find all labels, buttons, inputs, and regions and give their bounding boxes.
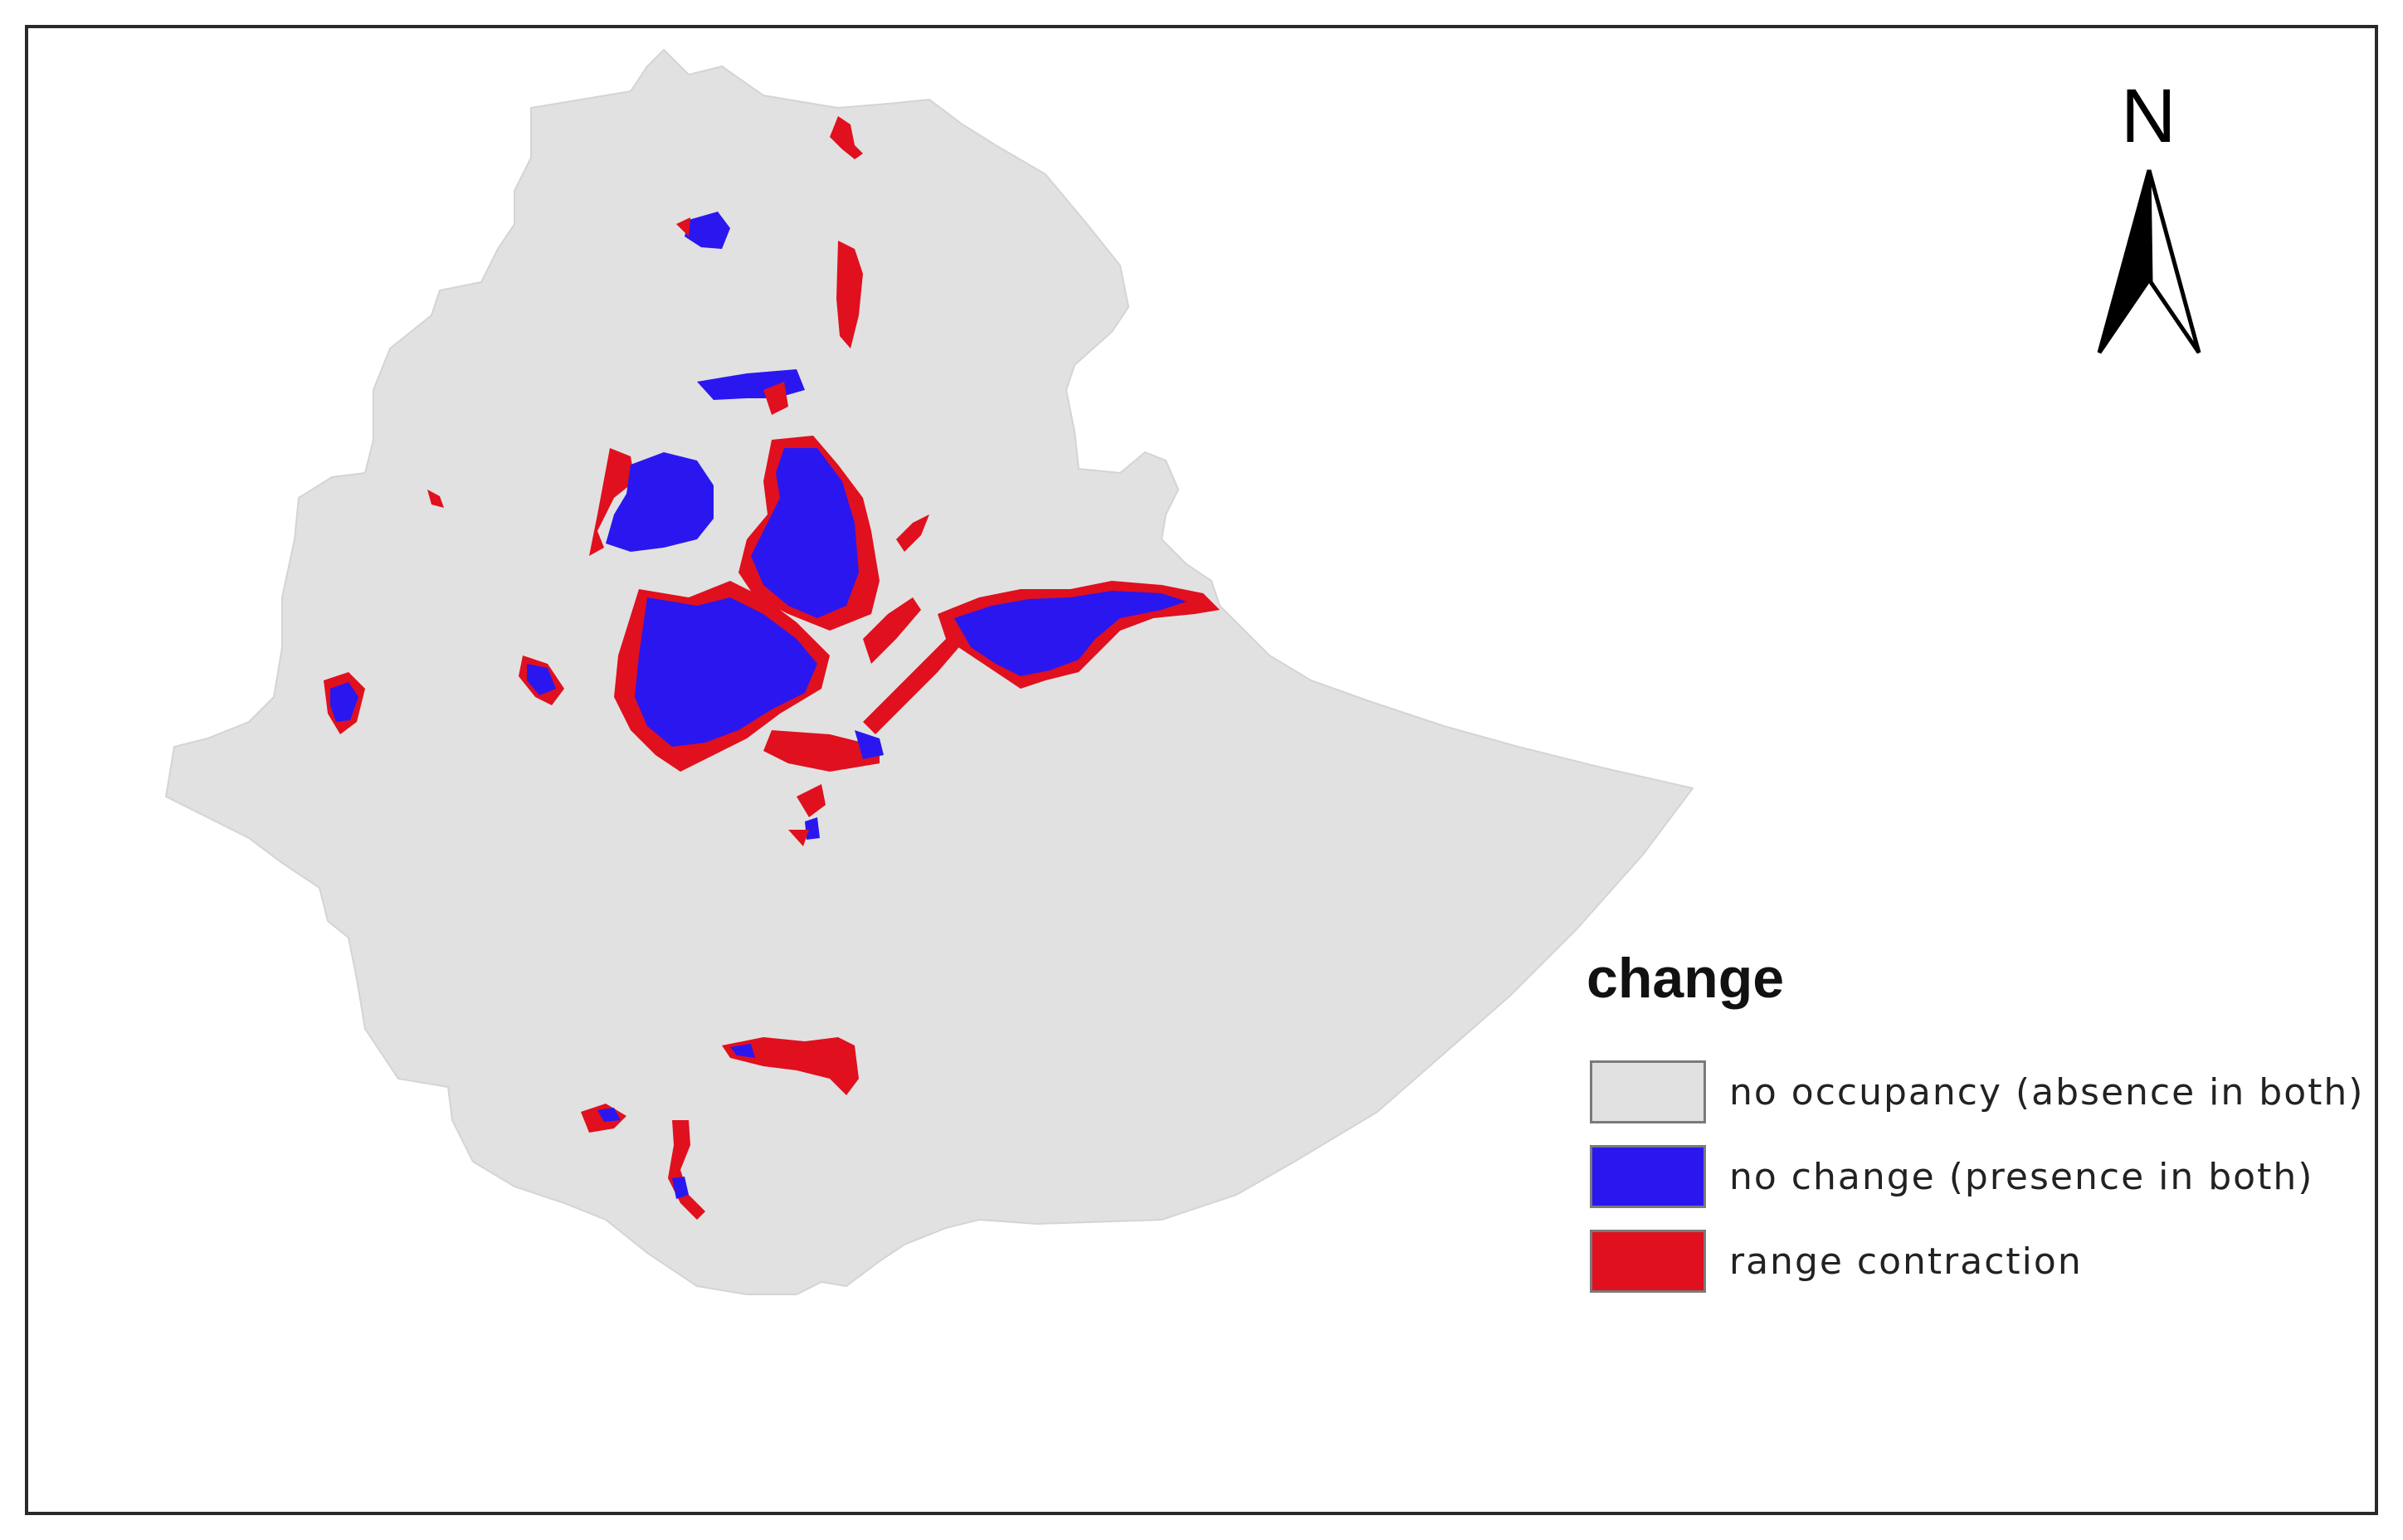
north-arrow-label: N	[2121, 74, 2176, 158]
legend-item-range-contraction: range contraction	[1590, 1228, 2083, 1294]
legend-swatch-range-contraction	[1590, 1230, 1706, 1293]
legend-item-no-occupancy: no occupancy (absence in both)	[1590, 1059, 2364, 1125]
legend-swatch-no-occupancy	[1590, 1060, 1706, 1123]
patch-north	[676, 116, 863, 348]
legend-label: no change (presence in both)	[1729, 1155, 2314, 1198]
patch-central-main	[519, 436, 884, 772]
patch-south	[581, 1037, 859, 1220]
legend-label: range contraction	[1729, 1240, 2083, 1283]
patch-west	[324, 490, 444, 734]
patch-east	[938, 581, 1220, 689]
legend-label: no occupancy (absence in both)	[1729, 1070, 2365, 1114]
legend-swatch-no-change	[1590, 1145, 1706, 1208]
legend-title: change	[1587, 947, 1785, 1010]
patch-rift-streaks	[788, 514, 963, 846]
legend-item-no-change: no change (presence in both)	[1590, 1143, 2313, 1210]
north-arrow-icon	[2097, 169, 2201, 354]
patch-central-west	[589, 369, 805, 556]
